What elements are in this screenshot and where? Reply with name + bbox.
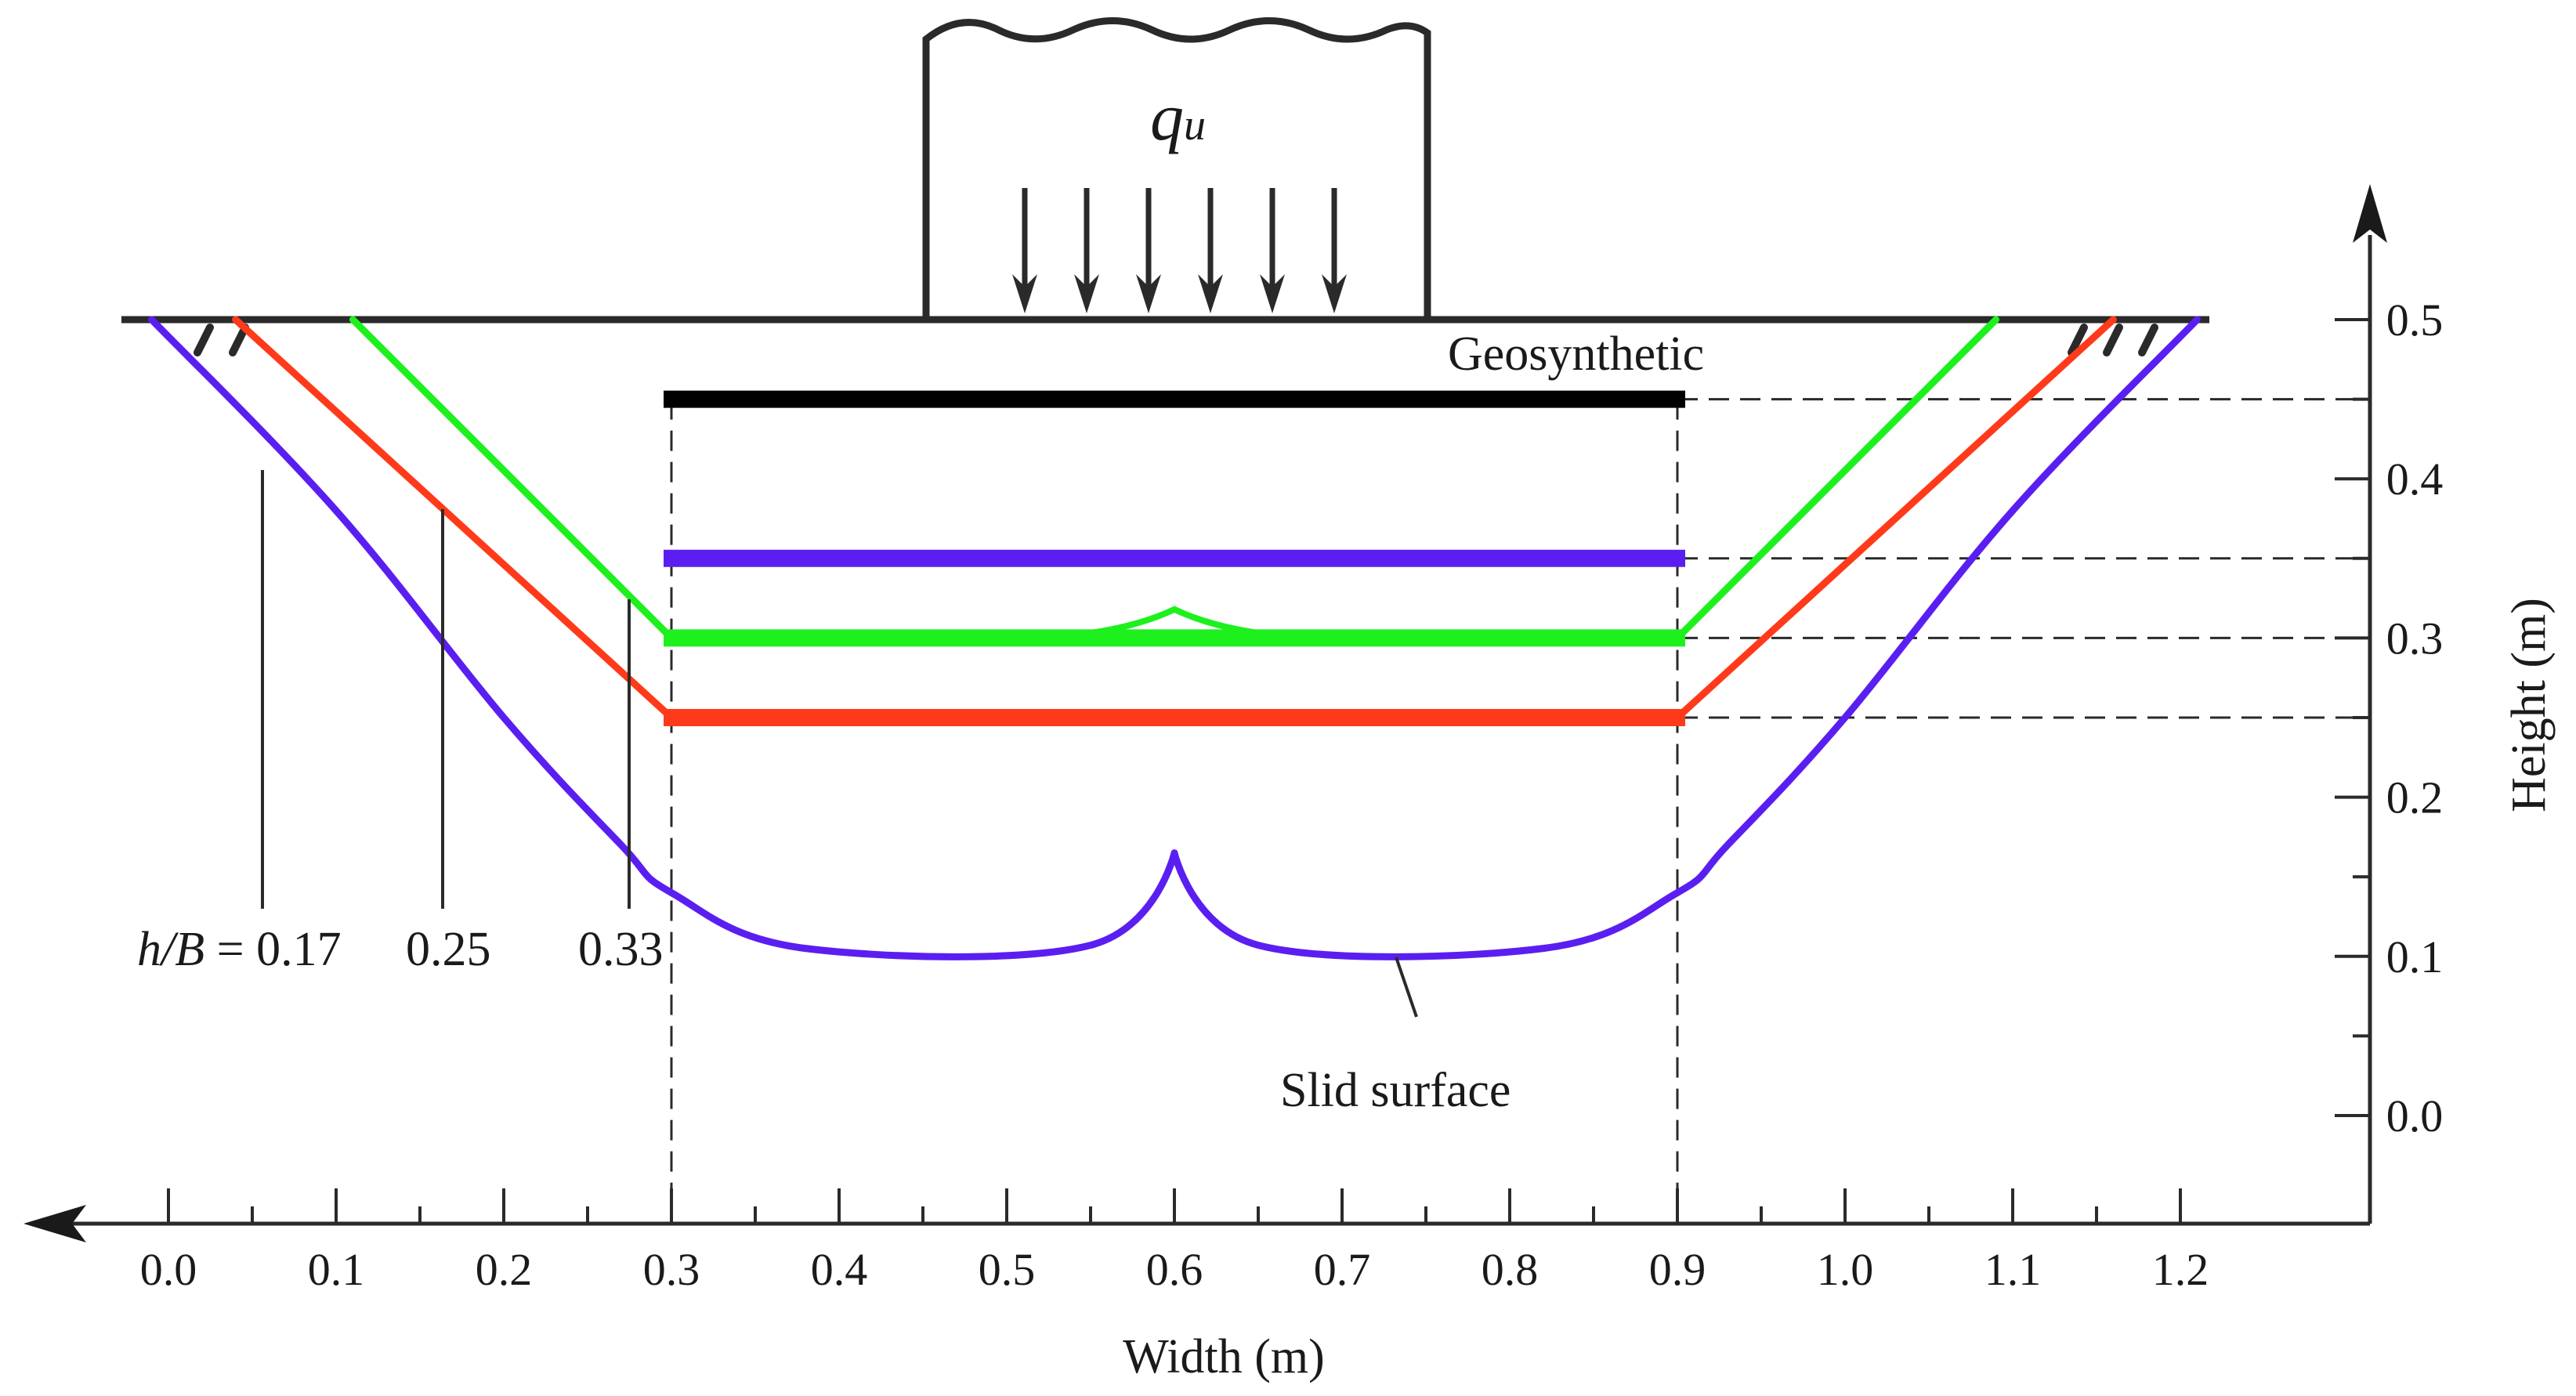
hb-value-033: 0.33 [578, 923, 664, 976]
y-axis-title: Height (m) [2502, 598, 2556, 812]
y-axis-ticks: 0.0 0.1 0.2 0.3 0.4 0.5 [2335, 295, 2443, 1141]
x-axis-arrow-icon [24, 1205, 86, 1242]
x-tick-label: 0.7 [1314, 1244, 1371, 1295]
slip-surface-red [232, 316, 2117, 722]
x-tick-label: 0.9 [1649, 1244, 1706, 1295]
hb-value-017: 0.17 [256, 923, 342, 976]
geosynthetic-label: Geosynthetic [1448, 327, 1704, 381]
y-tick-label: 0.5 [2386, 295, 2444, 345]
annotations: Geosynthetic Slid surface h/B = 0.17 0.2… [137, 327, 1704, 1117]
y-tick-label: 0.1 [2386, 931, 2444, 982]
load-arrow-head-icon [1260, 274, 1285, 313]
y-tick-label: 0.3 [2386, 613, 2444, 664]
x-tick-label: 0.6 [1146, 1244, 1203, 1295]
load-label: qu [1150, 79, 1206, 154]
guide-lines [670, 398, 2370, 1224]
reinforcement-layers [664, 390, 1685, 726]
axes: 0.0 0.1 0.2 0.3 0.4 0.5 0.6 0.7 0.8 0.9 1.0 1.1 1.2 … [24, 184, 2556, 1383]
x-tick-label: 0.0 [140, 1244, 197, 1295]
x-tick-label: 0.3 [643, 1244, 700, 1295]
x-tick-label: 0.1 [308, 1244, 365, 1295]
slip-surface-label: Slid surface [1280, 1064, 1511, 1117]
y-tick-label: 0.2 [2386, 772, 2444, 823]
load-arrow-head-icon [1322, 274, 1347, 313]
hb-equals: = [204, 923, 256, 976]
ground-surface [121, 316, 2209, 356]
slip-surface-purple [148, 316, 2201, 960]
load-arrow-head-icon [1136, 274, 1161, 313]
footing-outline [922, 17, 1431, 320]
hb-label-1: h/B = 0.17 [137, 923, 342, 976]
load-arrow-head-icon [1198, 274, 1223, 313]
hb-prefix: h/B [137, 923, 204, 976]
hb-value-025: 0.25 [406, 923, 491, 976]
y-tick-label: 0.4 [2386, 454, 2444, 505]
x-tick-label: 1.2 [2152, 1244, 2209, 1295]
slip-surface-green [349, 316, 2000, 642]
x-tick-label: 0.8 [1482, 1244, 1539, 1295]
y-tick-label: 0.0 [2386, 1090, 2444, 1141]
footing: qu [922, 17, 1431, 320]
load-subscript: u [1184, 101, 1206, 150]
x-tick-label: 1.0 [1817, 1244, 1874, 1295]
x-axis-title: Width (m) [1123, 1330, 1325, 1383]
x-tick-label: 0.2 [476, 1244, 533, 1295]
x-tick-label: 0.4 [811, 1244, 868, 1295]
x-tick-label: 0.5 [979, 1244, 1036, 1295]
load-arrows [1012, 188, 1347, 313]
hb-leaders [261, 470, 631, 909]
load-arrow-head-icon [1074, 274, 1099, 313]
ground-hatch-left [194, 324, 249, 356]
slip-surface-leader [1395, 957, 1418, 1018]
load-symbol: q [1150, 79, 1184, 154]
ground-hatch-right [2068, 324, 2158, 356]
y-axis-arrow-icon [2353, 184, 2387, 243]
load-arrow-head-icon [1012, 274, 1037, 313]
x-axis-ticks: 0.0 0.1 0.2 0.3 0.4 0.5 0.6 0.7 0.8 0.9 1.0 1.1 1.2 [140, 1188, 2209, 1295]
x-tick-label: 1.1 [1984, 1244, 2042, 1295]
